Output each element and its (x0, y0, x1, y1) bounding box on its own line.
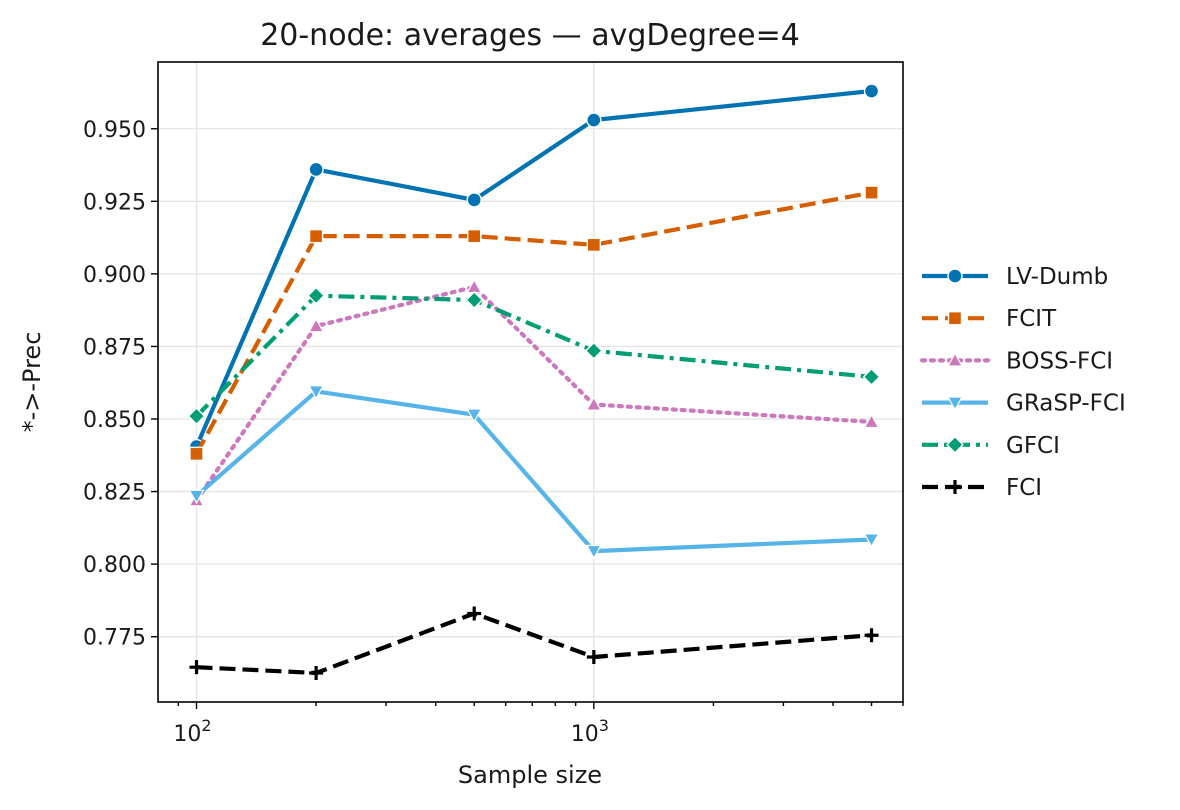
y-tick-label: 0.875 (83, 335, 146, 360)
series-line (196, 611, 872, 676)
series-grasp-fci (188, 385, 880, 560)
plot-series (187, 83, 881, 680)
legend-entry: FCIT (922, 306, 1057, 332)
legend-label: BOSS-FCI (1006, 348, 1113, 374)
legend-marker (946, 352, 964, 367)
x-tick-base: 10 (571, 722, 599, 747)
series-fci (189, 606, 879, 680)
x-tick-label: 103 (571, 716, 609, 747)
data-point (586, 112, 602, 128)
series-line (195, 293, 872, 418)
data-point (189, 660, 204, 675)
legend-label: GFCI (1006, 433, 1060, 459)
data-point (864, 185, 879, 200)
legend-entry: FCI (922, 475, 1042, 501)
x-tick-base: 10 (173, 722, 201, 747)
legend-label: LV-Dumb (1006, 264, 1108, 290)
y-tick-label: 0.950 (83, 118, 146, 143)
data-point (863, 533, 880, 548)
legend-label: FCIT (1006, 306, 1057, 332)
series-line (194, 284, 874, 503)
legend-marker (946, 435, 964, 454)
legend-marker (947, 311, 963, 326)
data-point (863, 83, 880, 99)
data-point (188, 489, 205, 505)
legend-marker (946, 396, 964, 411)
data-point (309, 665, 324, 680)
x-axis-label: Sample size (458, 761, 602, 789)
series-fcit (189, 185, 879, 462)
chart-title: 20-node: averages — avgDegree=4 (260, 18, 800, 53)
data-point (467, 606, 482, 621)
data-point (467, 228, 482, 244)
data-point (189, 446, 204, 462)
series-gfci (187, 286, 881, 426)
data-point (586, 650, 601, 665)
data-point (187, 407, 206, 426)
y-tick-label: 0.825 (83, 481, 146, 506)
data-point (308, 317, 325, 333)
data-point (863, 413, 880, 429)
legend-entry: LV-Dumb (922, 264, 1108, 290)
data-point (585, 544, 602, 560)
x-tick-exponent: 3 (599, 716, 609, 735)
y-tick-label: 0.900 (83, 263, 146, 288)
legend-marker (947, 268, 963, 284)
x-tick-exponent: 2 (201, 716, 211, 735)
data-point (308, 385, 325, 400)
data-point (862, 367, 881, 386)
data-point (586, 237, 602, 253)
data-point (465, 291, 484, 309)
legend-entry: GRaSP-FCI (922, 391, 1126, 417)
series-lv-dumb (188, 83, 880, 455)
legend-entry: BOSS-FCI (919, 348, 1113, 374)
data-point (308, 228, 324, 244)
plot-frame (157, 61, 904, 703)
axis-ticks: 0.775 0.800 0.825 0.850 0.875 0.900 0.925 0.950… (83, 118, 904, 747)
y-tick-label: 0.925 (83, 190, 146, 215)
series-boss-fci (188, 278, 880, 507)
legend: LV-Dumb FCIT BOSS-FCI GRaSP-FCI GFCI FCI (919, 264, 1126, 501)
data-point (584, 341, 603, 360)
x-tick-label: 102 (173, 716, 211, 747)
data-point (466, 408, 483, 423)
grid-lines (158, 62, 903, 702)
data-point (864, 628, 879, 643)
legend-label: GRaSP-FCI (1006, 391, 1126, 417)
y-axis-label: *->-Prec (18, 332, 46, 433)
data-point (307, 286, 326, 305)
data-point (308, 161, 324, 178)
legend-label: FCI (1006, 475, 1042, 501)
y-tick-label: 0.775 (83, 626, 146, 651)
data-point (585, 396, 602, 411)
legend-marker (948, 480, 962, 494)
data-point (466, 192, 482, 208)
y-tick-label: 0.850 (83, 408, 146, 433)
y-tick-label: 0.800 (83, 553, 146, 578)
legend-entry: GFCI (922, 433, 1060, 459)
